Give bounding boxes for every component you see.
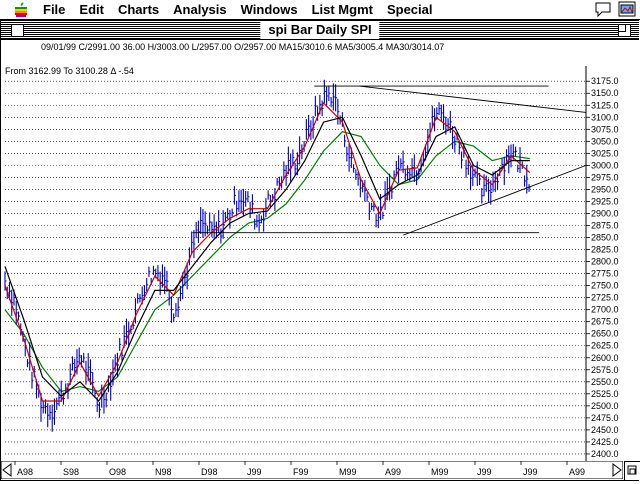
price-label: 3150.0: [591, 88, 619, 98]
price-label: 3050.0: [591, 136, 619, 146]
menu-list-mgmt[interactable]: List Mgmt: [312, 2, 373, 17]
price-axis: 2375.02400.02425.02450.02475.02500.02525…: [586, 66, 619, 461]
price-label: 3000.0: [591, 160, 619, 170]
menu-edit[interactable]: Edit: [79, 2, 104, 17]
price-label: 3100.0: [591, 112, 619, 122]
price-label: 2675.0: [591, 317, 619, 327]
price-bars: [5, 80, 531, 432]
time-label: D98: [201, 467, 218, 477]
time-label: A98: [17, 467, 33, 477]
menu-file[interactable]: File: [43, 2, 65, 17]
chart-grid: [5, 81, 586, 461]
time-label: J99: [477, 467, 492, 477]
price-chart[interactable]: 2375.02400.02425.02450.02475.02500.02525…: [1, 40, 639, 461]
price-label: 2475.0: [591, 413, 619, 423]
resize-handle[interactable]: [624, 461, 640, 480]
apple-menu-icon[interactable]: [13, 2, 29, 18]
time-label: M99: [431, 467, 449, 477]
horizontal-scrollbar[interactable]: A98 S98 O98 N98 D98 J99 F99 M99 A99 M99 J99 J99 A99: [1, 461, 623, 479]
title-bar[interactable]: spi Bar Daily SPI: [1, 21, 639, 40]
chart-window: spi Bar Daily SPI 2375.02400.02425.02450…: [0, 20, 639, 481]
price-label: 2500.0: [591, 401, 619, 411]
price-label: 2775.0: [591, 269, 619, 279]
price-label: 2975.0: [591, 172, 619, 182]
time-label: J99: [247, 467, 262, 477]
price-label: 3125.0: [591, 100, 619, 110]
time-label: J99: [523, 467, 538, 477]
price-label: 2425.0: [591, 437, 619, 447]
menu-windows[interactable]: Windows: [241, 2, 298, 17]
time-label: N98: [155, 467, 172, 477]
info-line: 09/01/99 C/2991.00 36.00 H/3003.00 L/295…: [41, 42, 444, 52]
menu-bar: File Edit Charts Analysis Windows List M…: [0, 0, 640, 20]
price-label: 3175.0: [591, 76, 619, 86]
trendline: [359, 86, 586, 112]
trendline: [403, 165, 586, 235]
close-box-icon[interactable]: [11, 24, 24, 37]
time-label: F99: [293, 467, 309, 477]
time-label: A99: [569, 467, 585, 477]
price-label: 2725.0: [591, 293, 619, 303]
price-label: 2650.0: [591, 329, 619, 339]
zoom-box-icon[interactable]: [618, 24, 631, 37]
price-label: 3025.0: [591, 148, 619, 158]
price-label: 2925.0: [591, 196, 619, 206]
price-label: 2450.0: [591, 425, 619, 435]
menu-charts[interactable]: Charts: [118, 2, 159, 17]
application-menu-icon[interactable]: [618, 1, 636, 17]
price-label: 2950.0: [591, 184, 619, 194]
time-label: S98: [63, 467, 79, 477]
price-label: 2850.0: [591, 233, 619, 243]
price-label: 2700.0: [591, 305, 619, 315]
time-label: A99: [385, 467, 401, 477]
price-label: 2525.0: [591, 389, 619, 399]
price-label: 2750.0: [591, 281, 619, 291]
time-label: M99: [339, 467, 357, 477]
menu-analysis[interactable]: Analysis: [173, 2, 226, 17]
help-balloon-icon[interactable]: [594, 1, 612, 17]
price-label: 2625.0: [591, 341, 619, 351]
price-label: 2550.0: [591, 377, 619, 387]
price-label: 3075.0: [591, 124, 619, 134]
price-label: 2825.0: [591, 245, 619, 255]
price-label: 2400.0: [591, 449, 619, 459]
price-label: 2875.0: [591, 221, 619, 231]
window-title: spi Bar Daily SPI: [260, 21, 379, 39]
time-label: O98: [109, 467, 126, 477]
price-label: 2800.0: [591, 257, 619, 267]
menu-special[interactable]: Special: [387, 2, 433, 17]
price-label: 2575.0: [591, 365, 619, 375]
price-label: 2600.0: [591, 353, 619, 363]
measure-readout: From 3162.99 To 3100.28 Δ -.54: [5, 66, 134, 76]
price-label: 2900.0: [591, 208, 619, 218]
